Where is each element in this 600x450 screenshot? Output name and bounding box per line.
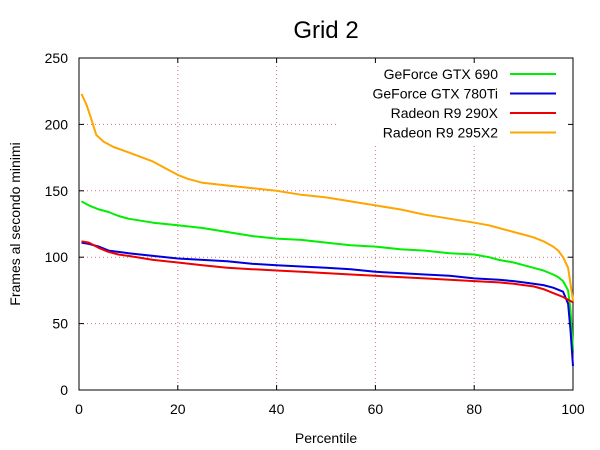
x-axis-label: Percentile	[295, 430, 357, 446]
x-tick-label: 60	[368, 401, 384, 417]
legend: GeForce GTX 690 GeForce GTX 780Ti Radeon R…	[372, 66, 556, 141]
legend-label-radeon-r9-295x2: Radeon R9 295X2	[383, 125, 498, 141]
legend-label-geforce-gtx-690: GeForce GTX 690	[384, 66, 499, 82]
y-tick-label: 100	[45, 249, 69, 265]
y-tick-label: 200	[45, 116, 69, 132]
y-tick-label: 50	[52, 316, 68, 332]
y-tick-label: 150	[45, 183, 69, 199]
series-lines	[80, 93, 574, 367]
series-line-radeon-r9-295x2	[80, 93, 574, 302]
x-axis-ticks: 0 20 40 60 80 100	[75, 58, 585, 417]
plot-frame	[78, 57, 574, 391]
x-tick-label: 20	[170, 401, 186, 417]
series-line-geforce-gtx-780ti	[81, 241, 574, 367]
series-line-geforce-gtx-690	[81, 200, 574, 351]
y-axis-ticks: 0 50 100 150 200 250	[45, 50, 573, 398]
x-tick-label: 80	[466, 401, 482, 417]
legend-label-radeon-r9-290x: Radeon R9 290X	[391, 105, 499, 121]
plot-border	[78, 57, 574, 391]
chart-title: Grid 2	[293, 17, 358, 44]
y-tick-label: 0	[60, 382, 68, 398]
x-tick-label: 100	[561, 401, 585, 417]
y-axis-label: Frames al secondo minimi	[7, 142, 23, 305]
x-tick-label: 0	[75, 401, 83, 417]
x-tick-label: 40	[269, 401, 285, 417]
series-line-radeon-r9-290x	[81, 240, 574, 304]
y-tick-label: 250	[45, 50, 69, 66]
legend-label-geforce-gtx-780ti: GeForce GTX 780Ti	[372, 86, 498, 102]
grid-lines	[79, 58, 573, 390]
